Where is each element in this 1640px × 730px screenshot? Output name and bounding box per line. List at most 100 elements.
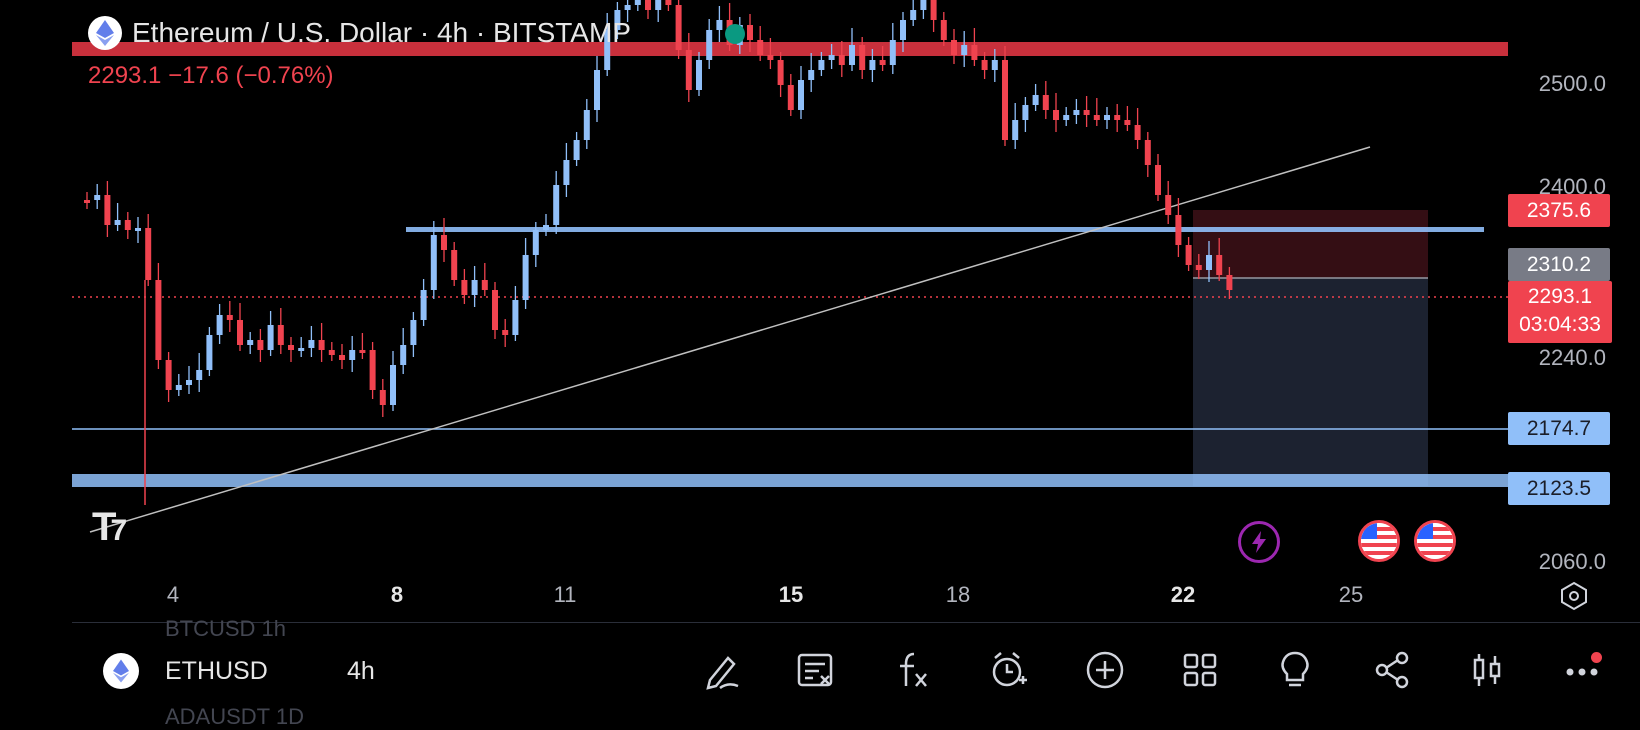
candle-body <box>267 325 274 350</box>
ethereum-icon <box>103 653 139 689</box>
candle-body <box>1104 115 1110 120</box>
candle-body <box>1226 275 1233 290</box>
candle-body <box>451 250 458 280</box>
candle-body <box>645 0 651 10</box>
candle-body <box>614 10 621 30</box>
interval-selector[interactable]: 4h <box>347 657 375 685</box>
symbol-selector[interactable]: ETHUSD <box>165 657 268 685</box>
add-icon[interactable] <box>1083 648 1127 692</box>
lightning-event-icon[interactable] <box>1238 521 1280 563</box>
time-axis-label: 18 <box>945 582 971 607</box>
entry-level-tag: 2310.2 <box>1508 248 1610 281</box>
candle-body <box>706 30 713 60</box>
ghost-symbol-above: BTCUSD 1h <box>165 616 287 641</box>
candle-body <box>940 20 947 40</box>
candle-body <box>1185 245 1192 265</box>
candle-body <box>114 220 121 225</box>
ethereum-icon <box>88 16 122 50</box>
more-icon[interactable] <box>1560 648 1604 692</box>
candle-body <box>237 320 243 345</box>
axis-settings-icon[interactable] <box>1558 580 1590 612</box>
chart-area[interactable]: Ethereum / U.S. Dollar · 4h · BITSTAMP 2… <box>0 0 1640 620</box>
us-flag-event-icon[interactable] <box>1358 520 1400 562</box>
candle-body <box>247 340 254 345</box>
layouts-icon[interactable] <box>1178 648 1222 692</box>
candle-body <box>563 160 570 185</box>
candle-body <box>991 60 998 70</box>
script-icon[interactable] <box>793 648 837 692</box>
candle-body <box>318 340 325 350</box>
share-icon[interactable] <box>1370 648 1414 692</box>
candle-body <box>543 225 549 230</box>
candle-body <box>573 140 580 160</box>
candle-body <box>665 0 672 5</box>
candle-body <box>145 228 152 280</box>
candle-body <box>288 345 294 350</box>
candle-body <box>155 280 162 360</box>
candle-body <box>604 30 611 70</box>
candle-body <box>1124 120 1131 125</box>
candle-body <box>828 55 835 60</box>
draw-icon[interactable] <box>700 648 744 692</box>
candle-body <box>471 280 478 295</box>
candle-body <box>859 45 866 70</box>
candle-body <box>1083 110 1090 115</box>
candle-body <box>124 220 131 230</box>
candle-body <box>420 290 427 320</box>
candle-body <box>461 280 468 295</box>
axis-divider <box>72 622 1640 623</box>
candle-body <box>104 195 111 225</box>
current-price: 2293.1 <box>1527 285 1593 308</box>
time-axis-label: 8 <box>390 582 404 607</box>
candle-body <box>196 370 203 380</box>
support-line-upper <box>406 227 1484 232</box>
candle-body <box>1114 115 1121 120</box>
candle-body <box>481 280 488 290</box>
support-band-2123 <box>72 474 1508 487</box>
price-change: 2293.1 −17.6 (−0.76%) <box>88 62 334 89</box>
candle-body <box>430 235 437 290</box>
candle-body <box>1216 255 1223 275</box>
market-status-icon[interactable] <box>725 24 745 44</box>
candle-body <box>175 385 182 390</box>
candle-body <box>277 325 284 345</box>
candle-body <box>135 228 141 231</box>
indicator-fx-icon[interactable] <box>890 648 934 692</box>
candle-body <box>84 200 90 203</box>
candle-body <box>216 315 223 335</box>
candle-body <box>206 335 213 370</box>
candle-body <box>1012 120 1019 140</box>
candle-body <box>675 5 682 50</box>
candle-style-icon[interactable] <box>1465 648 1509 692</box>
candle-body <box>951 40 957 55</box>
time-axis-label: 4 <box>166 582 180 607</box>
candle-body <box>1053 110 1059 120</box>
symbol-title[interactable]: Ethereum / U.S. Dollar · 4h · BITSTAMP <box>132 17 631 48</box>
candle-countdown: 03:04:33 <box>1519 313 1601 336</box>
candle-body <box>522 255 529 300</box>
candle-body <box>757 40 764 55</box>
candle-body <box>624 5 631 10</box>
candle-body <box>441 235 447 250</box>
candle-body <box>1195 265 1202 270</box>
candle-body <box>226 315 233 320</box>
candle-body <box>1063 115 1070 120</box>
candle-body <box>1144 140 1151 165</box>
candle-body <box>910 10 917 20</box>
price-chart[interactable] <box>0 0 1640 620</box>
candle-body <box>339 355 345 360</box>
notification-dot <box>1591 652 1602 663</box>
candle-body <box>1002 60 1008 140</box>
alert-icon[interactable] <box>987 648 1031 692</box>
candle-body <box>94 195 101 200</box>
ideas-icon[interactable] <box>1273 648 1317 692</box>
candle-body <box>359 350 366 353</box>
candle-body <box>981 60 988 70</box>
ghost-symbol-below: ADAUSDT 1D <box>165 704 304 729</box>
candle-body <box>798 80 804 110</box>
candle-body <box>838 55 845 65</box>
candle-body <box>818 60 825 70</box>
us-flag-event-icon[interactable] <box>1414 520 1456 562</box>
candle-body <box>1032 95 1039 105</box>
candle-body <box>349 350 356 360</box>
